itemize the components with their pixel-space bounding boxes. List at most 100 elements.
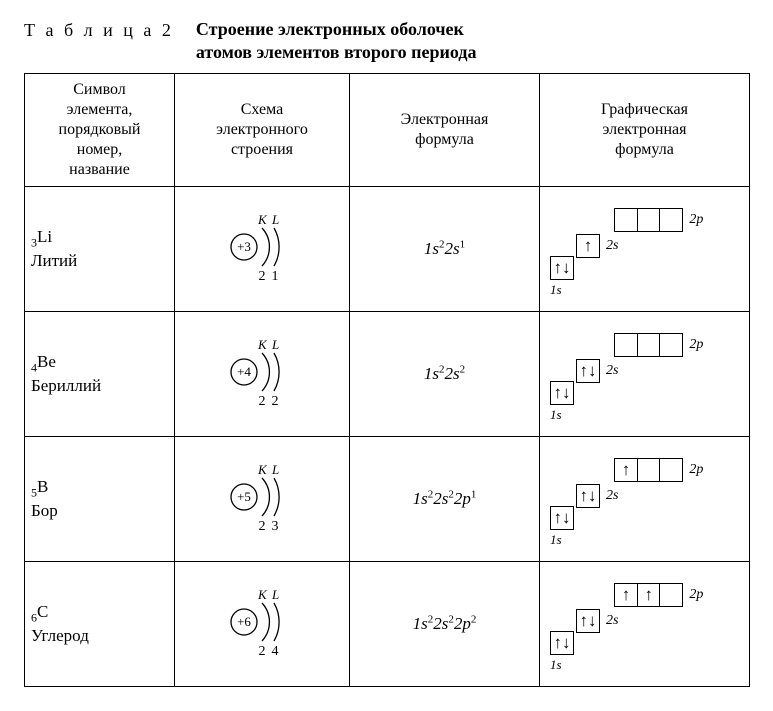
hdr-text: Графическая xyxy=(601,101,688,118)
col-header-graphic: Графическая электронная формула xyxy=(540,74,750,187)
electron-formula: 1s22s22p2 xyxy=(413,614,477,633)
hdr-text: электронная xyxy=(603,121,687,138)
svg-text:K: K xyxy=(257,462,268,477)
element-name: Литий xyxy=(31,251,77,270)
svg-text:K: K xyxy=(257,587,268,602)
svg-text:1: 1 xyxy=(272,269,279,284)
orbital-box xyxy=(637,458,661,482)
element-name: Углерод xyxy=(31,626,89,645)
col-header-schema: Схема электронного строения xyxy=(175,74,350,187)
element-name: Бериллий xyxy=(31,376,101,395)
schema-cell: K L +6 2 4 xyxy=(175,562,350,687)
element-symbol-cell: 6C Углерод xyxy=(25,562,175,687)
formula-cell: 1s22s2 xyxy=(350,312,540,437)
electron-schema-icon: K L +5 2 3 xyxy=(222,460,302,534)
graphic-formula-cell: ↑↑ 2p ↑↓ 2s ↑↓ 1s xyxy=(540,562,750,687)
orbital-box: ↑↓ xyxy=(576,359,600,383)
svg-text:L: L xyxy=(271,337,279,352)
orbital-label-2p: 2p xyxy=(689,212,703,228)
orbital-box xyxy=(637,208,661,232)
svg-text:L: L xyxy=(271,462,279,477)
svg-text:K: K xyxy=(257,212,268,227)
hdr-text: Электронная xyxy=(401,111,489,128)
elements-table: Символ элемента, порядковый номер, назва… xyxy=(24,73,750,687)
electron-schema-icon: K L +3 2 1 xyxy=(222,210,302,284)
svg-text:L: L xyxy=(271,587,279,602)
hdr-text: номер, xyxy=(77,141,122,158)
svg-text:L: L xyxy=(271,212,279,227)
hdr-text: название xyxy=(69,161,130,178)
orbital-box: ↑↓ xyxy=(550,256,574,280)
orbital-box: ↑↓ xyxy=(550,506,574,530)
orbital-label-2s: 2s xyxy=(606,238,618,254)
table-header-row: Символ элемента, порядковый номер, назва… xyxy=(25,74,750,187)
col-header-symbol: Символ элемента, порядковый номер, назва… xyxy=(25,74,175,187)
svg-text:2: 2 xyxy=(259,644,266,659)
hdr-text: формула xyxy=(615,141,674,158)
orbital-label-1s: 1s xyxy=(550,407,562,423)
orbital-box xyxy=(659,458,683,482)
orbital-box: ↑ xyxy=(637,583,661,607)
hdr-text: Схема xyxy=(241,101,284,118)
graphic-formula-cell: ↑ 2p ↑↓ 2s ↑↓ 1s xyxy=(540,437,750,562)
electron-schema-icon: K L +4 2 2 xyxy=(222,335,302,409)
orbital-label-2p: 2p xyxy=(689,337,703,353)
element-symbol-cell: 3Li Литий xyxy=(25,187,175,312)
formula-cell: 1s22s1 xyxy=(350,187,540,312)
hdr-text: электронного xyxy=(216,121,308,138)
orbital-label-2p: 2p xyxy=(689,462,703,478)
hdr-text: порядковый xyxy=(59,121,141,138)
element-symbol-cell: 5B Бор xyxy=(25,437,175,562)
svg-text:3: 3 xyxy=(272,519,279,534)
orbital-box xyxy=(659,583,683,607)
orbital-box xyxy=(614,333,638,357)
orbital-box: ↑↓ xyxy=(550,381,574,405)
graphic-formula-cell: 2p ↑↓ 2s ↑↓ 1s xyxy=(540,312,750,437)
hdr-text: строения xyxy=(231,141,293,158)
electron-schema-icon: K L +6 2 4 xyxy=(222,585,302,659)
graphic-formula-cell: 2p ↑ 2s ↑↓ 1s xyxy=(540,187,750,312)
svg-text:2: 2 xyxy=(259,519,266,534)
table-row: 3Li Литий K L +3 2 1 1s22s1 2p ↑ 2s ↑↓ xyxy=(25,187,750,312)
orbital-box: ↑↓ xyxy=(550,631,574,655)
orbital-label-1s: 1s xyxy=(550,657,562,673)
table-row: 5B Бор K L +5 2 3 1s22s22p1 ↑ 2p ↑↓ 2s ↑… xyxy=(25,437,750,562)
hdr-text: формула xyxy=(415,131,474,148)
orbital-diagram: 2p ↑ 2s ↑↓ 1s xyxy=(546,206,726,292)
orbital-diagram: ↑ 2p ↑↓ 2s ↑↓ 1s xyxy=(546,456,726,542)
svg-text:K: K xyxy=(257,337,268,352)
page: Т а б л и ц а 2 Строение электронных обо… xyxy=(0,0,773,711)
electron-formula: 1s22s1 xyxy=(424,239,465,258)
electron-formula: 1s22s22p1 xyxy=(413,489,477,508)
formula-cell: 1s22s22p2 xyxy=(350,562,540,687)
orbital-box xyxy=(614,208,638,232)
hdr-text: Символ xyxy=(73,81,126,98)
title-line-1: Строение электронных оболочек xyxy=(196,19,464,39)
orbital-label-1s: 1s xyxy=(550,282,562,298)
title-line-2: атомов элементов второго периода xyxy=(196,42,477,62)
orbital-box xyxy=(659,208,683,232)
svg-text:+5: +5 xyxy=(237,489,251,504)
orbital-box xyxy=(637,333,661,357)
heading: Т а б л и ц а 2 Строение электронных обо… xyxy=(24,18,749,63)
schema-cell: K L +3 2 1 xyxy=(175,187,350,312)
element-symbol: B xyxy=(37,477,48,496)
hdr-text: элемента, xyxy=(67,101,133,118)
orbital-box: ↑ xyxy=(614,458,638,482)
element-symbol: Be xyxy=(37,352,56,371)
formula-cell: 1s22s22p1 xyxy=(350,437,540,562)
table-title: Строение электронных оболочек атомов эле… xyxy=(196,18,477,63)
orbital-box: ↑ xyxy=(576,234,600,258)
orbital-box: ↑↓ xyxy=(576,484,600,508)
orbital-diagram: 2p ↑↓ 2s ↑↓ 1s xyxy=(546,331,726,417)
svg-text:+6: +6 xyxy=(237,614,251,629)
svg-text:2: 2 xyxy=(272,394,279,409)
orbital-diagram: ↑↑ 2p ↑↓ 2s ↑↓ 1s xyxy=(546,581,726,667)
element-name: Бор xyxy=(31,501,58,520)
svg-text:4: 4 xyxy=(272,644,279,659)
orbital-box: ↑ xyxy=(614,583,638,607)
element-symbol: C xyxy=(37,602,48,621)
svg-text:2: 2 xyxy=(259,394,266,409)
table-row: 6C Углерод K L +6 2 4 1s22s22p2 ↑↑ 2p ↑↓… xyxy=(25,562,750,687)
svg-text:+4: +4 xyxy=(237,364,251,379)
